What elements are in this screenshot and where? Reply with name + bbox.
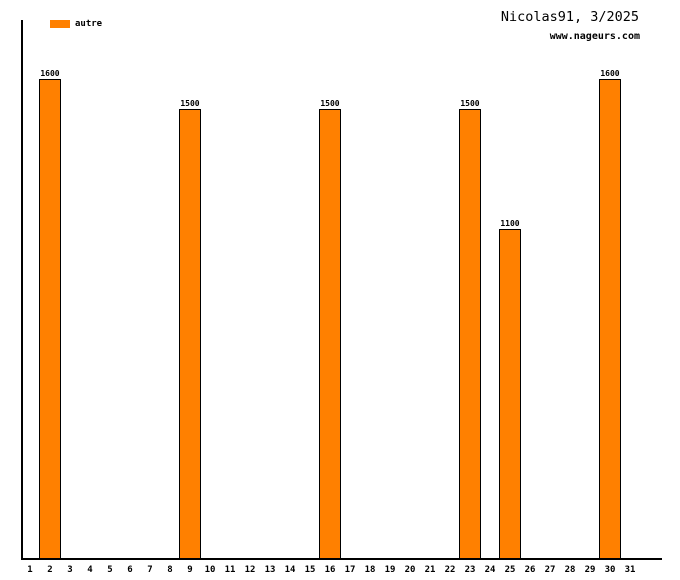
bar-day-16 (319, 109, 341, 559)
bar-value-label: 1500 (180, 99, 200, 108)
bar-day-25 (499, 229, 521, 559)
bar-day-23 (459, 109, 481, 559)
x-tick-label: 5 (107, 565, 113, 575)
x-tick-label: 31 (624, 565, 636, 575)
bar-day-2 (39, 79, 61, 559)
bar-value-label: 1500 (320, 99, 340, 108)
bar-value-label: 1600 (600, 69, 620, 78)
x-tick-label: 10 (204, 565, 216, 575)
x-tick-label: 25 (504, 565, 516, 575)
x-tick-label: 17 (344, 565, 356, 575)
y-axis-line (21, 20, 23, 560)
x-tick-label: 24 (484, 565, 496, 575)
x-tick-label: 30 (604, 565, 616, 575)
x-tick-label: 23 (464, 565, 476, 575)
x-tick-label: 21 (424, 565, 436, 575)
x-tick-label: 12 (244, 565, 256, 575)
x-tick-label: 14 (284, 565, 296, 575)
x-tick-label: 29 (584, 565, 596, 575)
x-tick-label: 9 (187, 565, 193, 575)
x-tick-label: 11 (224, 565, 236, 575)
chart-title: Nicolas91, 3/2025 (500, 9, 639, 25)
x-tick-label: 16 (324, 565, 336, 575)
bar-day-30 (599, 79, 621, 559)
bar-value-label: 1600 (40, 69, 60, 78)
x-tick-label: 15 (304, 565, 316, 575)
x-tick-label: 20 (404, 565, 416, 575)
x-tick-label: 6 (127, 565, 133, 575)
x-axis-line (21, 558, 662, 560)
x-tick-label: 28 (564, 565, 576, 575)
x-tick-label: 2 (47, 565, 53, 575)
x-tick-label: 4 (87, 565, 93, 575)
x-tick-label: 27 (544, 565, 556, 575)
bar-value-label: 1500 (460, 99, 480, 108)
chart-subtitle: www.nageurs.com (549, 31, 640, 42)
legend-color-swatch (50, 20, 70, 28)
x-tick-label: 1 (27, 565, 33, 575)
legend-label: autre (75, 19, 103, 29)
x-tick-label: 3 (67, 565, 73, 575)
x-tick-label: 18 (364, 565, 376, 575)
x-tick-label: 8 (167, 565, 173, 575)
x-tick-label: 7 (147, 565, 153, 575)
x-tick-label: 26 (524, 565, 536, 575)
x-tick-label: 22 (444, 565, 456, 575)
x-tick-label: 19 (384, 565, 396, 575)
bar-value-label: 1100 (500, 219, 520, 228)
x-tick-label: 13 (264, 565, 276, 575)
bar-day-9 (179, 109, 201, 559)
